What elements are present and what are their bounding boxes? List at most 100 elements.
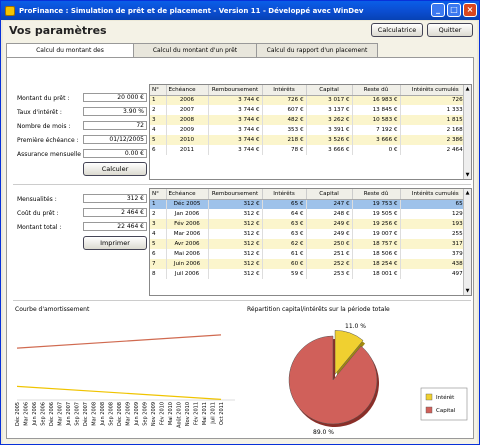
months-field[interactable]: 72 [83,121,147,130]
table-cell: 312 € [208,269,263,279]
monthly-table[interactable]: N° Echéance Remboursement Intérêts Capital Re… [149,188,472,296]
table-cell: 312 € [208,229,263,239]
x-tick-label: Mar 2007 [58,402,64,426]
table-row[interactable]: 5 Avr 2006 312 €62 €250 €18 757 €317 € [150,239,471,249]
table-row[interactable]: 1 2006 3 744 €726 €3 017 €16 983 €726 € [150,95,471,105]
legend-label-capital: Capital [436,408,456,414]
table-cell: 3 666 € [306,145,353,155]
cost-label: Coût du prêt : [17,210,59,217]
quit-button[interactable]: Quitter [427,23,473,37]
table-row[interactable]: 1 Déc 2005 312 €65 €247 €19 753 €65 € [150,199,471,209]
column-header[interactable]: Intérêts cumulés [400,189,471,200]
table-cell: 312 € [208,209,263,219]
table-cell: 497 € [400,269,471,279]
pie-label-interest: 11.0 % [345,323,366,330]
table-cell: 63 € [262,229,307,239]
x-tick-label: Nov 2010 [185,402,191,426]
column-header[interactable]: Capital [306,85,353,96]
table-row[interactable]: 8 Juil 2006 312 €59 €253 €18 001 €497 € [150,269,471,279]
table-row[interactable]: 6 Mai 2006 312 €61 €251 €18 506 €379 € [150,249,471,259]
first-due-field[interactable]: 01/12/2005 [83,135,147,144]
tab-remboursements[interactable]: Calcul du montant des remboursements [6,43,134,67]
amount-field[interactable]: 20 000 € [83,93,147,102]
minimize-button[interactable]: _ [431,3,445,17]
close-button[interactable]: × [463,3,477,17]
x-tick-label: Mar 2009 [126,402,132,426]
column-header[interactable]: Reste dû [352,189,401,200]
table-row[interactable]: 4 2009 3 744 €353 €3 391 €7 192 €2 168 € [150,125,471,135]
table-cell: Avr 2006 [166,239,209,249]
table-cell: 1 [150,95,167,105]
table-cell: 2 168 € [400,125,471,135]
yearly-table[interactable]: N° Echéance Remboursement Intérêts Capital Re… [149,84,472,180]
column-header[interactable]: Capital [306,189,353,200]
table-row[interactable]: 2 2007 3 744 €607 €3 137 €13 845 €1 333 € [150,105,471,115]
column-header[interactable]: Echéance [166,189,209,200]
table-row[interactable]: 7 Juin 2006 312 €60 €252 €18 254 €438 € [150,259,471,269]
table-cell: 19 256 € [352,219,401,229]
legend-label-interest: Intérêt [436,394,455,401]
table-row[interactable]: 4 Mar 2006 312 €63 €249 €19 007 €255 € [150,229,471,239]
tab-montant-pret[interactable]: Calcul du montant d'un prêt [133,43,257,57]
yearly-scrollbar[interactable]: ▲ ▼ [463,85,471,179]
table-row[interactable]: 3 2008 3 744 €482 €3 262 €10 583 €1 815 € [150,115,471,125]
table-cell: 3 [150,115,167,125]
x-tick-label: Juil 2011 [211,402,217,425]
calculator-button[interactable]: Calculatrice [371,23,423,37]
rate-field[interactable]: 3.90 % [83,107,147,116]
x-tick-label: Sep 2008 [109,402,115,426]
column-header[interactable]: Intérêts [262,189,307,200]
table-row[interactable]: 5 2010 3 744 €218 €3 526 €3 666 €2 386 € [150,135,471,145]
table-cell: 312 € [208,259,263,269]
table-cell: 8 [150,269,167,279]
table-cell: 2007 [166,105,209,115]
column-header[interactable]: Echéance [166,85,209,96]
table-cell: Déc 2005 [166,199,209,209]
column-header[interactable]: Intérêts [262,85,307,96]
divider [13,300,471,301]
column-header[interactable]: Reste dû [352,85,401,96]
scroll-down-icon[interactable]: ▼ [465,288,470,294]
table-cell: 1 333 € [400,105,471,115]
table-cell: 4 [150,229,167,239]
print-button[interactable]: Imprimer [83,236,147,250]
table-cell: 2 [150,209,167,219]
x-tick-label: Sep 2007 [75,402,81,426]
first-due-label: Première échéance : [17,137,79,144]
table-cell: 2006 [166,95,209,105]
column-header[interactable]: Remboursement [208,85,263,96]
column-header[interactable]: N° [150,85,167,96]
table-cell: 5 [150,135,167,145]
maximize-button[interactable]: □ [447,3,461,17]
table-cell: 60 € [262,259,307,269]
insurance-field[interactable]: 0.00 € [83,149,147,158]
tab-placement[interactable]: Calcul du rapport d'un placement [256,43,378,57]
x-tick-label: Juin 2006 [32,402,38,427]
scroll-up-icon[interactable]: ▲ [465,86,470,92]
total-field: 22 464 € [83,222,147,231]
amount-label: Montant du prêt : [17,95,70,102]
compute-button[interactable]: Calculer [83,162,147,176]
column-header[interactable]: Remboursement [208,189,263,200]
table-row[interactable]: 6 2011 3 744 €78 €3 666 €0 €2 464 € [150,145,471,155]
table-cell: 6 [150,145,167,155]
table-cell: 2008 [166,115,209,125]
x-tick-label: Nov 2009 [151,402,157,426]
table-cell: 4 [150,125,167,135]
scroll-down-icon[interactable]: ▼ [465,172,470,178]
table-cell: 3 744 € [208,145,263,155]
title-bar: ProFinance : Simulation de prêt et de pl… [1,1,479,20]
column-header[interactable]: Intérêts cumulés [400,85,471,96]
table-cell: 3 744 € [208,95,263,105]
table-cell: 19 753 € [352,199,401,209]
table-cell: 607 € [262,105,307,115]
scroll-up-icon[interactable]: ▲ [465,190,470,196]
x-tick-label: Juin 2008 [100,402,106,427]
table-cell: 2 386 € [400,135,471,145]
table-row[interactable]: 3 Fév 2006 312 €63 €249 €19 256 €193 € [150,219,471,229]
table-row[interactable]: 2 Jan 2006 312 €64 €248 €19 505 €129 € [150,209,471,219]
x-tick-label: Mai 2010 [168,402,174,425]
column-header[interactable]: N° [150,189,167,200]
monthly-scrollbar[interactable]: ▲ ▼ [463,189,471,295]
